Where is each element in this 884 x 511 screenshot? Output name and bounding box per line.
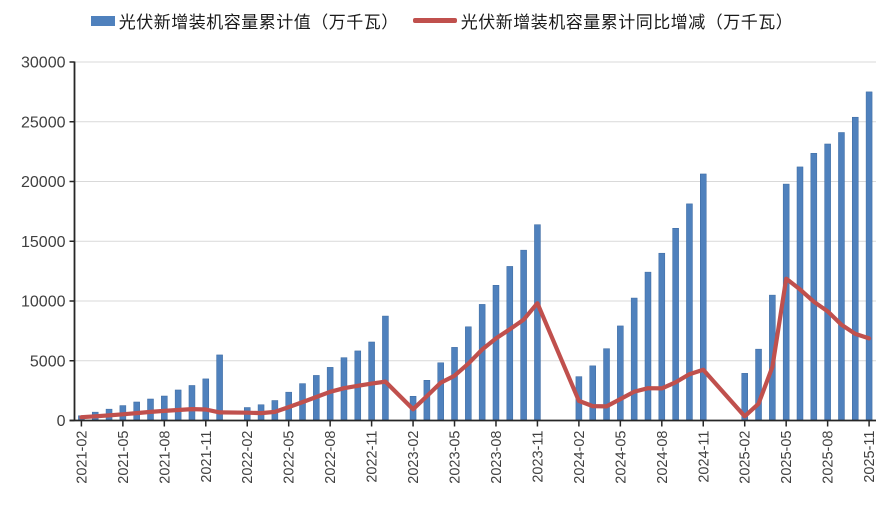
legend-label-cumulative: 光伏新增装机容量累计值（万千瓦）	[118, 13, 399, 32]
y-tick-label-0: 0	[57, 413, 66, 430]
bar-2023-11	[534, 224, 541, 421]
bar-series-swatch-icon	[90, 15, 115, 26]
x-tick-label-2024-11: 2024-11	[696, 431, 712, 483]
bar-2024-04	[603, 348, 610, 421]
x-tick-label-2021-08: 2021-08	[157, 431, 173, 484]
x-tick-label-2025-08: 2025-08	[821, 431, 837, 484]
bar-2024-05	[617, 325, 624, 421]
x-tick-label-2021-05: 2021-05	[116, 431, 132, 484]
bar-2025-11	[865, 91, 873, 421]
bar-2021-11	[202, 378, 210, 421]
bar-2023-05	[451, 347, 458, 421]
x-tick-label-2025-05: 2025-05	[779, 431, 795, 484]
legend-label-yoy: 光伏新增装机容量累计同比增减（万千瓦）	[460, 13, 794, 32]
x-tick-label-2022-02: 2022-02	[240, 431, 256, 484]
y-tick-label-10000: 10000	[21, 294, 66, 311]
bar-2024-10	[686, 203, 693, 421]
chart-legend: 光伏新增装机容量累计值（万千瓦） 光伏新增装机容量累计同比增减（万千瓦）	[0, 8, 884, 33]
y-tick-label-25000: 25000	[21, 114, 66, 131]
bar-2024-08	[658, 252, 666, 421]
x-tick-label-2023-05: 2023-05	[448, 431, 464, 484]
bar-2025-08	[824, 143, 831, 421]
bar-2024-07	[644, 271, 652, 421]
y-tick-label-20000: 20000	[21, 174, 66, 191]
y-tick-label-5000: 5000	[30, 353, 66, 370]
bar-2023-04	[437, 362, 444, 421]
x-tick-label-2024-05: 2024-05	[613, 431, 629, 484]
bar-2024-06	[630, 297, 638, 421]
bar-2025-07	[810, 153, 818, 421]
x-tick-label-2023-02: 2023-02	[406, 431, 422, 484]
bar-2024-03	[589, 365, 596, 421]
bar-2023-06	[465, 326, 472, 421]
x-tick-label-2021-11: 2021-11	[199, 431, 215, 483]
bar-2023-08	[492, 285, 500, 421]
legend-item-cumulative: 光伏新增装机容量累计值（万千瓦）	[90, 8, 399, 33]
bar-2021-09	[174, 389, 182, 421]
bar-2022-12	[382, 315, 389, 421]
bar-2025-03	[755, 348, 762, 421]
x-tick-label-2025-11: 2025-11	[862, 431, 878, 483]
x-tick-label-2025-02: 2025-02	[738, 431, 754, 484]
y-tick-label-30000: 30000	[21, 55, 66, 72]
bar-2023-07	[478, 304, 486, 421]
x-tick-label-2024-02: 2024-02	[572, 431, 588, 484]
x-tick-label-2022-11: 2022-11	[365, 431, 381, 483]
bar-2021-08	[161, 395, 168, 421]
line-series-swatch-icon	[412, 18, 457, 23]
x-tick-label-2023-11: 2023-11	[530, 431, 546, 483]
bar-2021-10	[188, 385, 196, 421]
bar-2024-11	[700, 173, 707, 421]
x-tick-label-2023-08: 2023-08	[489, 431, 505, 484]
y-tick-label-15000: 15000	[21, 234, 66, 251]
x-tick-label-2024-08: 2024-08	[655, 431, 671, 484]
x-tick-label-2021-02: 2021-02	[74, 431, 90, 484]
legend-item-yoy: 光伏新增装机容量累计同比增减（万千瓦）	[412, 8, 794, 33]
bar-2025-09	[838, 132, 845, 421]
yoy-line-series	[79, 276, 872, 420]
bar-2025-10	[852, 116, 859, 421]
bar-2024-09	[672, 227, 679, 421]
bar-2023-10	[520, 249, 527, 421]
x-tick-label-2022-08: 2022-08	[323, 431, 339, 484]
bar-2023-09	[506, 266, 514, 421]
x-tick-label-2022-05: 2022-05	[282, 431, 298, 484]
